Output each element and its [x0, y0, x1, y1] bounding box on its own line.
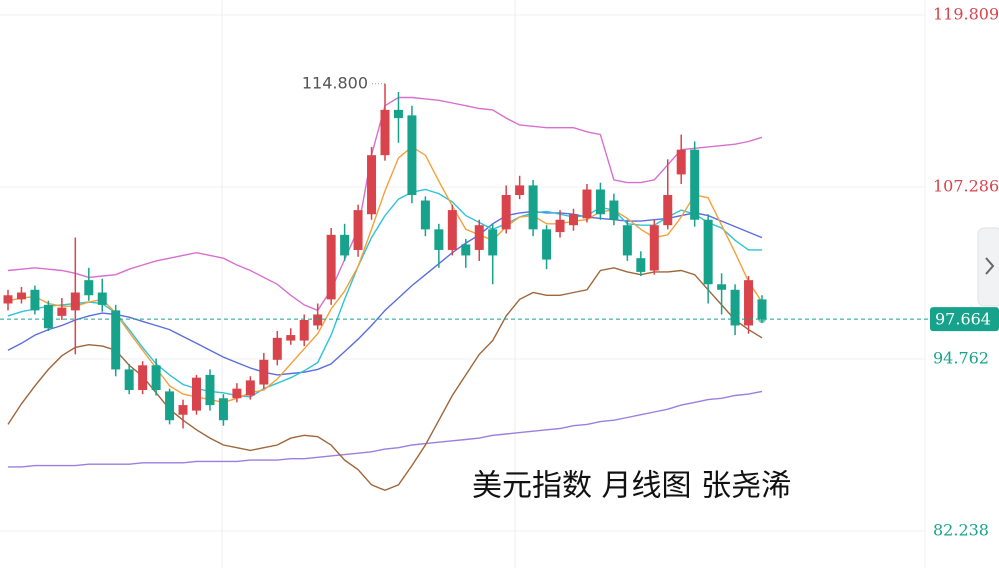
candle-body — [447, 210, 457, 250]
y-tick-label: 94.762 — [933, 348, 989, 367]
candle-body — [3, 295, 13, 304]
candle-body — [259, 359, 269, 385]
candle-body — [569, 214, 578, 226]
candle-body — [272, 337, 282, 360]
last-price-box — [930, 307, 999, 332]
y-tick-label: 82.238 — [933, 520, 989, 539]
candle-body — [636, 258, 646, 272]
candle-body — [178, 405, 188, 415]
candle-body — [676, 149, 686, 175]
candle-body — [393, 109, 403, 119]
y-tick-label: 107.286 — [933, 176, 999, 195]
candle-body — [57, 307, 67, 316]
candle-body — [474, 225, 484, 250]
candle-body — [326, 234, 336, 300]
plot: 82.238 94.762 107.286 119.809 114.800 — [0, 4, 999, 539]
candle-body — [461, 244, 471, 256]
candle-body — [138, 365, 148, 391]
candle-body — [649, 225, 659, 271]
candle-body — [353, 210, 363, 250]
scroll-right-button[interactable] — [977, 227, 999, 307]
candle-body — [192, 377, 201, 411]
candle-body — [313, 314, 323, 326]
candle-body — [299, 319, 309, 341]
candle-body — [367, 155, 377, 215]
candle-body — [340, 234, 350, 256]
candle-body — [232, 388, 242, 399]
y-tick-label: 119.809 — [933, 4, 999, 23]
last-price-dot — [758, 315, 766, 324]
candle-body — [757, 299, 767, 320]
last-price-label: 97.664 — [935, 310, 991, 329]
candle-body — [542, 229, 552, 260]
candle-body — [420, 200, 430, 230]
ma-line — [7, 267, 763, 492]
candle-body — [407, 115, 417, 196]
candle-body — [151, 365, 161, 391]
ma-line — [7, 146, 763, 404]
candle-body — [622, 225, 632, 256]
candle-body — [205, 374, 215, 406]
button-bg[interactable] — [977, 227, 999, 307]
chevron[interactable] — [985, 257, 995, 275]
candle-body — [528, 185, 538, 230]
candle-body — [690, 149, 700, 220]
candle-body — [30, 289, 40, 311]
max-label: 114.800 — [302, 73, 368, 92]
ma-line — [8, 390, 763, 468]
candle-body — [582, 189, 592, 219]
candle-body — [286, 335, 296, 341]
annotation: 美元指数 月线图 张尧浠 — [472, 469, 791, 504]
candle-body — [16, 292, 26, 300]
candle-body — [717, 284, 727, 290]
ma-line — [7, 210, 763, 376]
candle-body — [165, 391, 175, 421]
candle-body — [555, 219, 565, 233]
candle-body — [609, 200, 619, 220]
candle-body — [730, 289, 740, 326]
candle-body — [515, 185, 525, 196]
candle-body — [663, 195, 673, 226]
candle-body — [111, 310, 121, 370]
candle-body — [501, 195, 511, 230]
candle-body — [70, 292, 80, 311]
candle-body — [245, 380, 255, 396]
candle-body — [595, 189, 605, 215]
candle-body — [488, 229, 498, 256]
candle-body — [43, 304, 53, 329]
candle-body — [124, 369, 134, 391]
candle-body — [218, 398, 228, 421]
candle-body — [703, 219, 713, 285]
candle-body — [434, 229, 444, 250]
candle-body — [97, 292, 107, 305]
candle-body — [380, 109, 390, 156]
candle-body — [744, 280, 754, 326]
candle-body — [84, 280, 94, 296]
ma-line — [7, 188, 762, 398]
